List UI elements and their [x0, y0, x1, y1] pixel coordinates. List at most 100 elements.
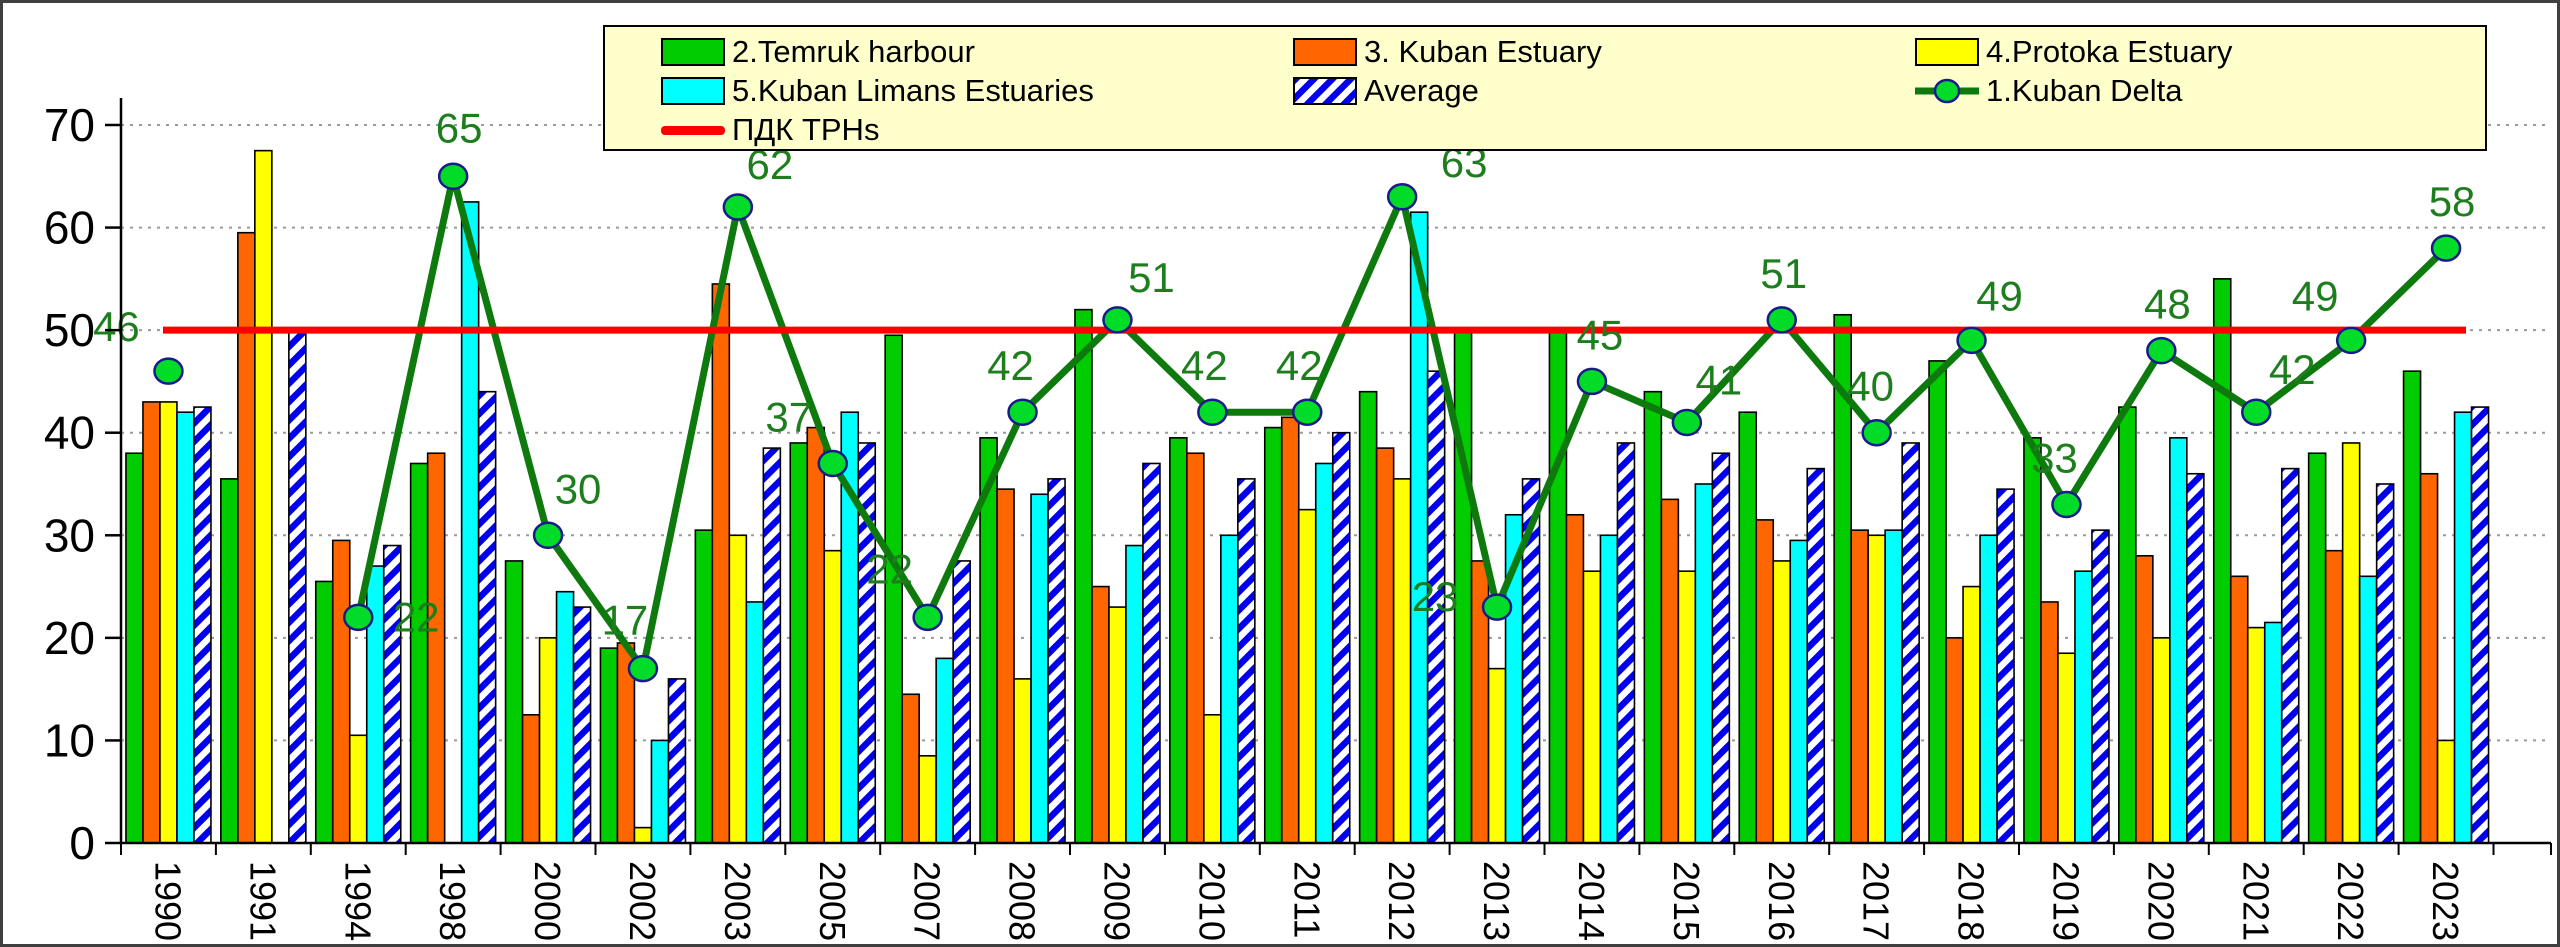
- x-label-2021: 2021: [2235, 861, 2276, 941]
- bar-5.Kuban Limans Estuaries-2016: [1789, 539, 1809, 844]
- marker-2003: [722, 193, 754, 221]
- bar-Average-2011: [1331, 431, 1351, 844]
- y-tick-label-70: 70: [44, 99, 95, 151]
- bar-Average-2007: [952, 560, 971, 844]
- bar-4.Protoka Estuary-2003: [728, 534, 748, 844]
- bar-Average-2002: [667, 678, 687, 844]
- line-segment-2018-2019: [1968, 336, 2070, 509]
- bar-4.Protoka Estuary-2017: [1867, 534, 1886, 844]
- line-segment-2003-2005: [734, 203, 837, 467]
- bar-Average-1994: [382, 544, 402, 844]
- bar-3. Kuban Estuary-2009: [1091, 585, 1110, 844]
- y-tick-label-20: 20: [44, 612, 95, 664]
- bar-4.Protoka Estuary-2022: [2341, 442, 2361, 844]
- x-label-2010: 2010: [1191, 861, 1232, 941]
- marker-2018: [1956, 326, 1987, 355]
- legend-label-protoka-estuary: 4.Protoka Estuary: [1986, 34, 2233, 69]
- legend-label-kuban-delta: 1.Kuban Delta: [1986, 73, 2183, 108]
- bar-4.Protoka Estuary-2008: [1013, 678, 1032, 844]
- bar-5.Kuban Limans Estuaries-2019: [2074, 570, 2093, 844]
- bar-4.Protoka Estuary-2023: [2436, 739, 2456, 844]
- bar-4.Protoka Estuary-2015: [1677, 570, 1697, 844]
- marker-2015: [1671, 408, 1703, 437]
- bar-5.Kuban Limans Estuaries-2009: [1125, 544, 1144, 844]
- point-label-2009: 51: [1128, 254, 1175, 301]
- bar-5.Kuban Limans Estuaries-2018: [1979, 534, 1998, 844]
- bar-4.Protoka Estuary-2021: [2246, 626, 2266, 844]
- x-label-2007: 2007: [907, 861, 948, 941]
- bar-3. Kuban Estuary-2012: [1375, 447, 1395, 844]
- x-label-1994: 1994: [337, 861, 378, 941]
- x-label-2000: 2000: [527, 861, 568, 941]
- bar-2.Temruk harbour-2011: [1263, 426, 1283, 844]
- bar-Average-2003: [762, 447, 782, 844]
- bar-5.Kuban Limans Estuaries-2003: [745, 601, 765, 844]
- y-tick-label-0: 0: [69, 817, 95, 869]
- bar-5.Kuban Limans Estuaries-2008: [1030, 493, 1049, 844]
- bar-4.Protoka Estuary-2020: [2152, 637, 2171, 844]
- bar-5.Kuban Limans Estuaries-2011: [1314, 462, 1334, 844]
- bar-3. Kuban Estuary-1998: [426, 452, 446, 844]
- bar-3. Kuban Estuary-1991: [237, 231, 256, 844]
- x-label-2009: 2009: [1096, 861, 1137, 941]
- marker-2000: [532, 521, 564, 550]
- line-segment-2007-2008: [924, 408, 1027, 621]
- line-segment-2015-2016: [1683, 316, 1786, 426]
- legend-swatch-temruk-harbour: [661, 38, 725, 66]
- bar-3. Kuban Estuary-2011: [1280, 416, 1300, 844]
- bar-2.Temruk harbour-2015: [1643, 390, 1663, 844]
- y-tick-label-10: 10: [44, 714, 95, 766]
- point-label-2005: 37: [765, 393, 812, 440]
- marker-1998: [437, 162, 469, 191]
- x-label-2019: 2019: [2045, 861, 2086, 941]
- marker-2012: [1386, 183, 1418, 211]
- point-label-2007: 22: [866, 545, 913, 592]
- bar-5.Kuban Limans Estuaries-1990: [176, 411, 195, 844]
- point-label-2018: 49: [1976, 272, 2023, 319]
- legend-item-kuban-estuary: 3. Kuban Estuary: [1293, 34, 1602, 69]
- legend-swatch-kuban-delta-line: [1915, 78, 1979, 104]
- marker-2007: [912, 603, 943, 632]
- legend-label-pdk-trh: ПДК ТРНs: [732, 112, 880, 147]
- legend-item-kuban-limans: 5.Kuban Limans Estuaries: [661, 73, 1094, 108]
- bar-2.Temruk harbour-2014: [1548, 329, 1568, 844]
- line-segment-2021-2022: [2252, 336, 2355, 416]
- bar-5.Kuban Limans Estuaries-2017: [1884, 529, 1903, 844]
- line-segment-2005-2007: [829, 459, 932, 621]
- x-label-2020: 2020: [2140, 861, 2181, 941]
- point-label-2021: 42: [2269, 346, 2316, 393]
- bar-Average-1990: [193, 406, 212, 844]
- bar-2.Temruk harbour-2023: [2402, 370, 2422, 844]
- bar-3. Kuban Estuary-2005: [806, 426, 826, 844]
- x-label-2015: 2015: [1666, 861, 1707, 941]
- bar-Average-2015: [1711, 452, 1731, 844]
- bar-3. Kuban Estuary-2010: [1186, 452, 1205, 844]
- bar-3. Kuban Estuary-2008: [996, 488, 1015, 844]
- bar-Average-2021: [2280, 467, 2300, 844]
- x-label-2013: 2013: [1476, 861, 1517, 941]
- bar-2.Temruk harbour-2022: [2307, 452, 2327, 844]
- bar-5.Kuban Limans Estuaries-2021: [2263, 621, 2283, 844]
- line-segment-2002-2003: [639, 203, 742, 673]
- legend-swatch-kuban-estuary: [1293, 38, 1357, 66]
- point-label-2017: 40: [1847, 363, 1894, 410]
- bar-4.Protoka Estuary-2002: [633, 826, 653, 844]
- marker-2019: [2051, 490, 2082, 519]
- line-segment-2022-2023: [2347, 244, 2450, 344]
- bar-3. Kuban Estuary-2022: [2324, 549, 2344, 844]
- bar-5.Kuban Limans Estuaries-2010: [1220, 534, 1239, 844]
- x-label-1998: 1998: [432, 861, 473, 941]
- bar-2.Temruk harbour-2005: [789, 442, 809, 844]
- legend-item-pdk-trh: ПДК ТРНs: [661, 112, 880, 147]
- line-segment-2019-2020: [2062, 347, 2165, 509]
- bar-3. Kuban Estuary-2021: [2229, 575, 2249, 844]
- legend-item-kuban-delta: 1.Kuban Delta: [1915, 73, 2183, 108]
- bar-4.Protoka Estuary-1991: [254, 149, 273, 844]
- marker-2020: [2146, 336, 2177, 365]
- x-label-2017: 2017: [1856, 861, 1897, 941]
- bar-Average-2010: [1237, 478, 1256, 844]
- y-tick-label-40: 40: [44, 407, 95, 459]
- bar-3. Kuban Estuary-2019: [2040, 601, 2059, 844]
- point-label-2014: 45: [1577, 311, 1624, 358]
